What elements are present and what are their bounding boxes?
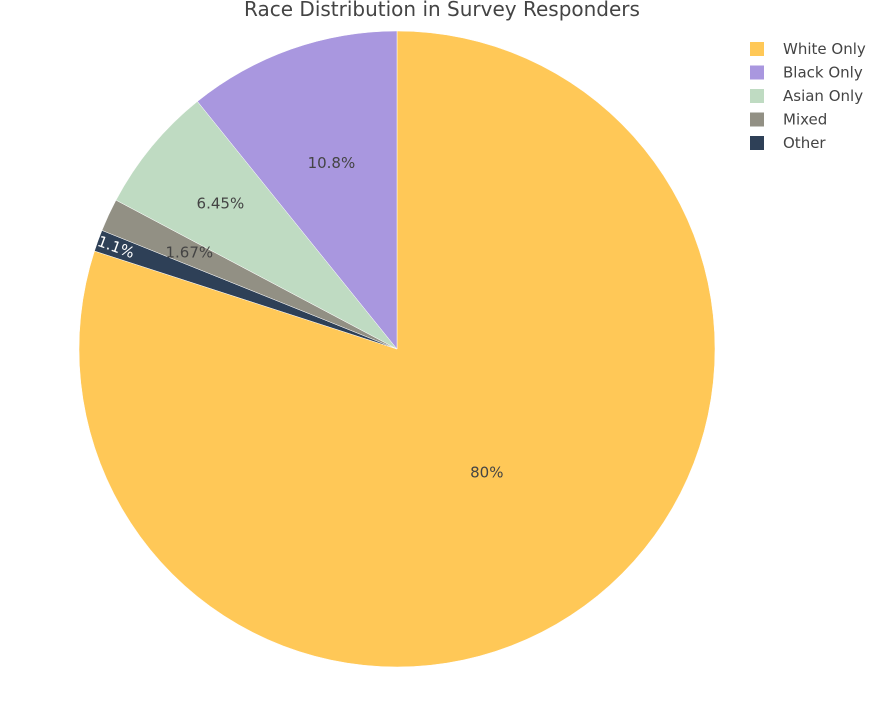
legend-item-asian-only[interactable]: Asian Only xyxy=(750,87,863,105)
legend-swatch-asian-only xyxy=(750,89,764,103)
legend-swatch-other xyxy=(750,136,764,150)
legend-swatch-mixed xyxy=(750,112,764,127)
legend-item-white-only[interactable]: White Only xyxy=(750,40,866,58)
legend-item-other[interactable]: Other xyxy=(750,134,826,152)
slice-label-asian-only: 6.45% xyxy=(197,194,245,212)
legend-label-white-only: White Only xyxy=(783,40,866,58)
legend-label-other: Other xyxy=(783,134,826,152)
slice-label-white-only: 80% xyxy=(470,463,503,481)
legend-label-mixed: Mixed xyxy=(783,111,827,129)
legend-item-mixed[interactable]: Mixed xyxy=(750,111,827,129)
legend-swatch-black-only xyxy=(750,65,764,80)
legend-label-black-only: Black Only xyxy=(783,64,863,82)
pie-slice-asian-only xyxy=(115,101,398,350)
pie-slice-black-only xyxy=(197,30,398,350)
legend-item-black-only[interactable]: Black Only xyxy=(750,64,863,82)
slice-label-black-only: 10.8% xyxy=(308,154,356,172)
legend-swatch-white-only xyxy=(750,42,764,56)
legend-label-asian-only: Asian Only xyxy=(783,87,863,105)
slice-label-mixed: 1.67% xyxy=(166,244,214,262)
legend: White Only Black Only Asian Only Mixed Other xyxy=(750,40,866,152)
pie-slice-labels: 80%1.1% 1.67%6.45%10.8% xyxy=(95,154,503,481)
chart-title: Race Distribution in Survey Responders xyxy=(244,0,640,21)
pie-slices xyxy=(78,30,716,668)
